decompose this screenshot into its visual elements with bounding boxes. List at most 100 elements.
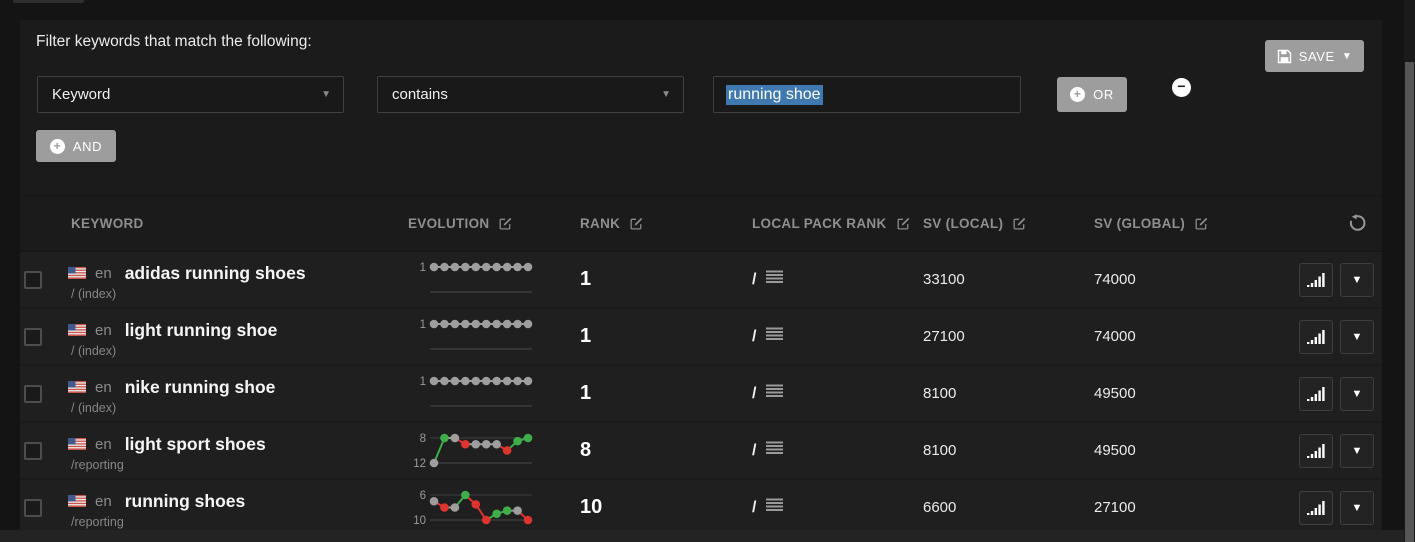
scrollbar-thumb[interactable] <box>1405 62 1414 542</box>
svg-text:12: 12 <box>413 458 426 470</box>
rank-value: 1 <box>568 268 750 291</box>
selected-input-text: running shoe <box>726 85 823 105</box>
language-code: en <box>95 436 112 453</box>
header-keyword: KEYWORD <box>71 216 144 231</box>
chevron-down-icon: ▼ <box>1352 274 1363 286</box>
filter-title: Filter keywords that match the following… <box>36 33 312 51</box>
edit-column-icon[interactable] <box>629 216 644 231</box>
and-button[interactable]: + AND <box>36 130 116 162</box>
chart-button[interactable] <box>1299 491 1333 525</box>
header-evolution: EVOLUTION <box>408 216 489 231</box>
sv-local-value: 27100 <box>921 328 1092 345</box>
us-flag-icon <box>68 324 86 336</box>
row-menu-button[interactable]: ▼ <box>1340 491 1374 525</box>
table-row: en nike running shoe / (index) 1 1 / 810… <box>20 366 1382 421</box>
chart-button[interactable] <box>1299 434 1333 468</box>
keyword-text[interactable]: running shoes <box>125 491 246 512</box>
remove-condition-icon[interactable]: − <box>1172 78 1191 97</box>
local-pack-list-icon[interactable] <box>766 498 783 517</box>
floppy-disk-icon <box>1277 49 1292 64</box>
chevron-down-icon: ▼ <box>1352 331 1363 343</box>
bar-chart-icon <box>1307 500 1325 516</box>
row-checkbox[interactable] <box>24 499 42 517</box>
chevron-down-icon: ▼ <box>1352 502 1363 514</box>
row-checkbox[interactable] <box>24 385 42 403</box>
keyword-text[interactable]: nike running shoe <box>125 377 276 398</box>
us-flag-icon <box>68 267 86 279</box>
row-menu-button[interactable]: ▼ <box>1340 377 1374 411</box>
keyword-url: / (index) <box>68 401 398 415</box>
tab-remnant <box>13 0 84 3</box>
keyword-url: /reporting <box>68 458 398 472</box>
row-checkbox[interactable] <box>24 271 42 289</box>
rank-value: 1 <box>568 325 750 348</box>
chart-button[interactable] <box>1299 377 1333 411</box>
table-row: en light running shoe / (index) 1 1 / 27… <box>20 309 1382 364</box>
language-code: en <box>95 379 112 396</box>
chart-button[interactable] <box>1299 263 1333 297</box>
evolution-sparkline: 1 <box>398 371 568 417</box>
row-checkbox[interactable] <box>24 442 42 460</box>
local-pack-rank-value: / <box>752 328 756 346</box>
rank-value: 8 <box>568 439 750 462</box>
row-checkbox[interactable] <box>24 328 42 346</box>
edit-column-icon[interactable] <box>1012 216 1027 231</box>
language-code: en <box>95 322 112 339</box>
sv-global-value: 49500 <box>1092 442 1263 459</box>
edit-column-icon[interactable] <box>498 216 513 231</box>
filter-field-value: Keyword <box>52 86 110 103</box>
local-pack-list-icon[interactable] <box>766 327 783 346</box>
header-sv-local: SV (LOCAL) <box>923 216 1003 231</box>
svg-text:10: 10 <box>413 515 426 527</box>
chart-button[interactable] <box>1299 320 1333 354</box>
sv-local-value: 6600 <box>921 499 1092 516</box>
keywords-table: KEYWORD EVOLUTION RANK LOCAL PACK RANK <box>20 195 1382 530</box>
svg-text:1: 1 <box>420 376 426 388</box>
edit-column-icon[interactable] <box>896 216 911 231</box>
save-button-label: SAVE <box>1299 49 1335 64</box>
save-button[interactable]: SAVE ▼ <box>1265 40 1364 72</box>
svg-text:8: 8 <box>420 433 426 445</box>
or-button[interactable]: + OR <box>1057 77 1127 112</box>
filter-operator-select[interactable]: contains ▼ <box>377 76 684 113</box>
us-flag-icon <box>68 495 86 507</box>
bar-chart-icon <box>1307 272 1325 288</box>
language-code: en <box>95 265 112 282</box>
sv-global-value: 27100 <box>1092 499 1263 516</box>
keyword-text[interactable]: adidas running shoes <box>125 263 306 284</box>
evolution-sparkline: 1 <box>398 314 568 360</box>
filter-value-input[interactable]: running shoe <box>713 76 1021 113</box>
svg-text:1: 1 <box>420 262 426 274</box>
svg-text:6: 6 <box>420 490 426 502</box>
edit-column-icon[interactable] <box>1194 216 1209 231</box>
vertical-scrollbar <box>1404 0 1415 542</box>
local-pack-list-icon[interactable] <box>766 270 783 289</box>
or-button-label: OR <box>1093 87 1114 102</box>
keyword-filter-panel: Filter keywords that match the following… <box>20 20 1382 530</box>
refresh-icon[interactable] <box>1348 214 1366 232</box>
header-rank: RANK <box>580 216 620 231</box>
filter-field-select[interactable]: Keyword ▼ <box>37 76 344 113</box>
keyword-text[interactable]: light running shoe <box>125 320 278 341</box>
chevron-down-icon: ▼ <box>1352 388 1363 400</box>
row-menu-button[interactable]: ▼ <box>1340 263 1374 297</box>
us-flag-icon <box>68 381 86 393</box>
table-header-row: KEYWORD EVOLUTION RANK LOCAL PACK RANK <box>20 196 1382 252</box>
bar-chart-icon <box>1307 443 1325 459</box>
bar-chart-icon <box>1307 386 1325 402</box>
sv-global-value: 49500 <box>1092 385 1263 402</box>
table-row: en light sport shoes /reporting 812 8 / … <box>20 423 1382 478</box>
keyword-url: / (index) <box>68 344 398 358</box>
local-pack-rank-value: / <box>752 385 756 403</box>
evolution-sparkline: 1 <box>398 257 568 303</box>
table-row: en adidas running shoes / (index) 1 1 / … <box>20 252 1382 307</box>
evolution-sparkline: 8 12 <box>398 428 568 474</box>
header-local-pack-rank: LOCAL PACK RANK <box>752 216 887 231</box>
bottom-strip <box>0 530 1404 542</box>
local-pack-list-icon[interactable] <box>766 441 783 460</box>
row-menu-button[interactable]: ▼ <box>1340 434 1374 468</box>
header-sv-global: SV (GLOBAL) <box>1094 216 1185 231</box>
keyword-text[interactable]: light sport shoes <box>125 434 266 455</box>
local-pack-list-icon[interactable] <box>766 384 783 403</box>
row-menu-button[interactable]: ▼ <box>1340 320 1374 354</box>
